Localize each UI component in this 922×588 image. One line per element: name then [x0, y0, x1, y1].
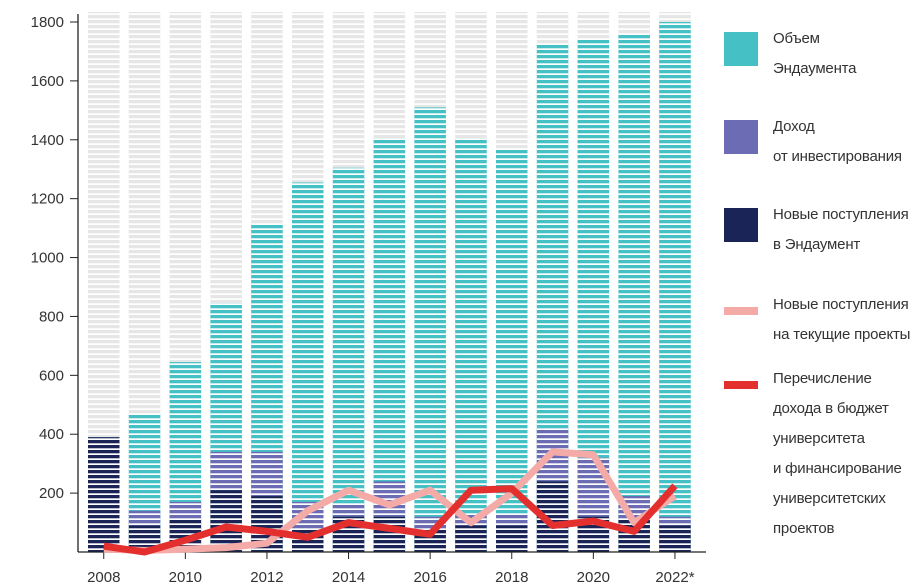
- stripe-overlay-column: [373, 12, 406, 552]
- chart: 200 400 600 800 1000 1200 1400 1600 1800 2008 201…: [31, 12, 706, 586]
- x-ticks: 2008 2010 2012 2014 2016 2018 2020 2022*: [87, 552, 695, 586]
- y-tick-label: 600: [39, 367, 64, 384]
- stripe-overlay-column: [618, 12, 650, 552]
- stripe-overlay-column: [128, 12, 161, 552]
- legend-line-swatch: [724, 381, 758, 389]
- y-tick-label: 1600: [31, 73, 64, 90]
- legend-label: Объем Эндаумента: [773, 30, 857, 77]
- x-tick-label: 2018: [495, 569, 528, 586]
- legend-label: Доход от инвестирования: [773, 118, 902, 165]
- x-tick-label: 2008: [87, 569, 120, 586]
- legend-label: Новые поступления на текущие проекты: [773, 296, 911, 343]
- legend-square-swatch: [724, 208, 758, 242]
- stripe-overlay-column: [455, 12, 487, 552]
- legend-square-swatch: [724, 120, 758, 154]
- line-income-transfer: [103, 483, 678, 556]
- legend-label: Перечисление дохода в бюджет университет…: [773, 370, 902, 537]
- y-tick-label: 1400: [31, 132, 64, 149]
- stripe-overlay-column: [577, 12, 610, 552]
- y-tick-label: 800: [39, 308, 64, 325]
- stripe-overlay-column: [414, 12, 446, 552]
- stripe-overlay-column: [251, 12, 283, 552]
- stripe-overlay: [88, 12, 691, 552]
- legend-line-swatch: [724, 307, 758, 315]
- legend-label: Новые поступления в Эндаумент: [773, 206, 909, 253]
- y-tick-label: 200: [39, 485, 64, 502]
- legend-square-swatch: [724, 32, 758, 66]
- y-tick-label: 1000: [31, 250, 64, 267]
- stripe-overlay-column: [169, 12, 202, 552]
- x-tick-label: 2022*: [655, 569, 694, 586]
- stripe-overlay-column: [659, 12, 691, 552]
- x-tick-label: 2012: [250, 569, 283, 586]
- stripe-overlay-column: [536, 12, 569, 552]
- stripe-overlay-column: [88, 12, 120, 552]
- y-tick-label: 1800: [31, 14, 64, 31]
- x-tick-label: 2016: [413, 569, 446, 586]
- stripe-overlay-column: [332, 12, 365, 552]
- x-tick-label: 2014: [332, 569, 365, 586]
- y-ticks: 200 400 600 800 1000 1200 1400 1600 1800: [31, 14, 78, 502]
- y-tick-label: 1200: [31, 191, 64, 208]
- line-new-current-projects: [103, 448, 677, 554]
- x-tick-label: 2020: [577, 569, 610, 586]
- x-tick-label: 2010: [169, 569, 202, 586]
- stripe-overlay-column: [292, 12, 324, 552]
- stripe-overlay-column: [496, 12, 528, 552]
- lines: [103, 448, 678, 556]
- y-tick-label: 400: [39, 426, 64, 443]
- stripe-overlay-column: [210, 12, 242, 552]
